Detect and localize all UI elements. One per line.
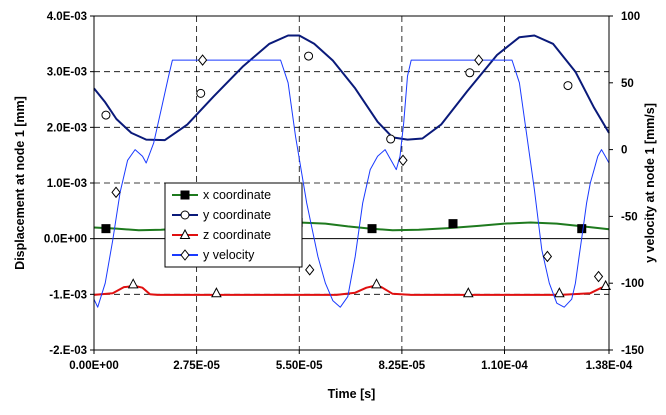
x-coordinate-marker — [448, 219, 458, 229]
y-coordinate-line — [93, 34, 610, 142]
y-velocity-marker — [197, 54, 208, 66]
x-coordinate-marker — [101, 224, 111, 234]
left-y-tick-label: -1.E-03 — [49, 289, 87, 301]
series-layer — [93, 34, 611, 308]
left-y-tick-label: 3.0E-03 — [47, 67, 87, 79]
y-velocity-marker — [474, 54, 484, 66]
legend-swatch-marker — [180, 249, 190, 261]
legend-item: x coordinate — [172, 188, 271, 202]
y-coordinate-series — [93, 34, 610, 144]
left-y-tick-label: -2.E-03 — [49, 345, 87, 357]
legend-item: y velocity — [172, 248, 255, 262]
left-y-axis-title: Displacement at node 1 [mm] — [13, 96, 27, 270]
right-y-axis-title: y velocity at node 1 [mm/s] — [643, 103, 657, 263]
z-coordinate-marker — [600, 279, 611, 290]
tick-labels: 0.00E+00 2.75E-05 5.50E-05 8.25E-05 1.10E-04… — [44, 11, 644, 372]
right-y-tick-label: 0 — [621, 145, 627, 157]
y-velocity-marker — [542, 250, 553, 263]
y-velocity-marker — [593, 270, 604, 283]
y-coordinate-marker — [196, 88, 206, 98]
y-coordinate-marker — [563, 81, 573, 91]
legend-label: y velocity — [203, 248, 255, 262]
x-tick-label: 2.75E-05 — [173, 360, 220, 372]
x-tick-label: 1.10E-04 — [481, 360, 528, 372]
z-coordinate-marker — [127, 278, 139, 289]
legend-label: x coordinate — [203, 188, 271, 202]
left-y-tick-label: 4.0E-03 — [47, 11, 87, 23]
y-velocity-marker — [305, 264, 315, 276]
legend-item: y coordinate — [172, 208, 271, 222]
y-velocity-marker — [111, 186, 121, 199]
z-coordinate-marker — [554, 287, 565, 298]
y-velocity-marker — [398, 154, 408, 167]
right-y-tick-label: -50 — [621, 211, 638, 223]
x-coordinate-marker — [367, 224, 377, 234]
y-coordinate-marker — [101, 110, 111, 120]
legend-label: y coordinate — [203, 208, 271, 222]
x-axis-title: Time [s] — [328, 387, 376, 401]
y-coordinate-marker — [304, 51, 314, 61]
z-coordinate-line — [93, 285, 610, 296]
x-tick-label: 0.00E+00 — [69, 360, 119, 372]
x-tick-label: 8.25E-05 — [379, 360, 426, 372]
legend-item: z coordinate — [172, 228, 271, 242]
y-coordinate-marker — [465, 68, 475, 78]
legend-swatch-marker — [179, 228, 191, 239]
y-velocity-series — [93, 54, 610, 308]
x-coordinate-marker — [577, 224, 587, 234]
z-coordinate-series — [93, 278, 611, 298]
right-y-tick-label: 100 — [621, 11, 640, 23]
left-y-tick-label: 0.0E+00 — [44, 234, 87, 246]
z-coordinate-marker — [371, 278, 382, 289]
y-velocity-line — [93, 59, 610, 308]
x-tick-label: 5.50E-05 — [276, 360, 323, 372]
left-y-tick-label: 1.0E-03 — [47, 178, 87, 190]
legend: x coordinate y coordinate z coordinate y ve… — [164, 182, 303, 268]
right-y-tick-label: 50 — [621, 78, 634, 90]
z-coordinate-marker — [211, 287, 222, 298]
z-coordinate-marker — [462, 287, 474, 298]
y-coordinate-marker — [386, 134, 396, 144]
right-y-tick-label: -150 — [621, 345, 644, 357]
legend-swatch-marker — [180, 210, 190, 220]
left-y-tick-label: 2.0E-03 — [47, 122, 87, 134]
legend-swatch-marker — [180, 190, 190, 200]
x-tick-label: 1.38E-04 — [586, 360, 633, 372]
legend-label: z coordinate — [203, 228, 271, 242]
right-y-tick-label: -100 — [621, 278, 644, 290]
